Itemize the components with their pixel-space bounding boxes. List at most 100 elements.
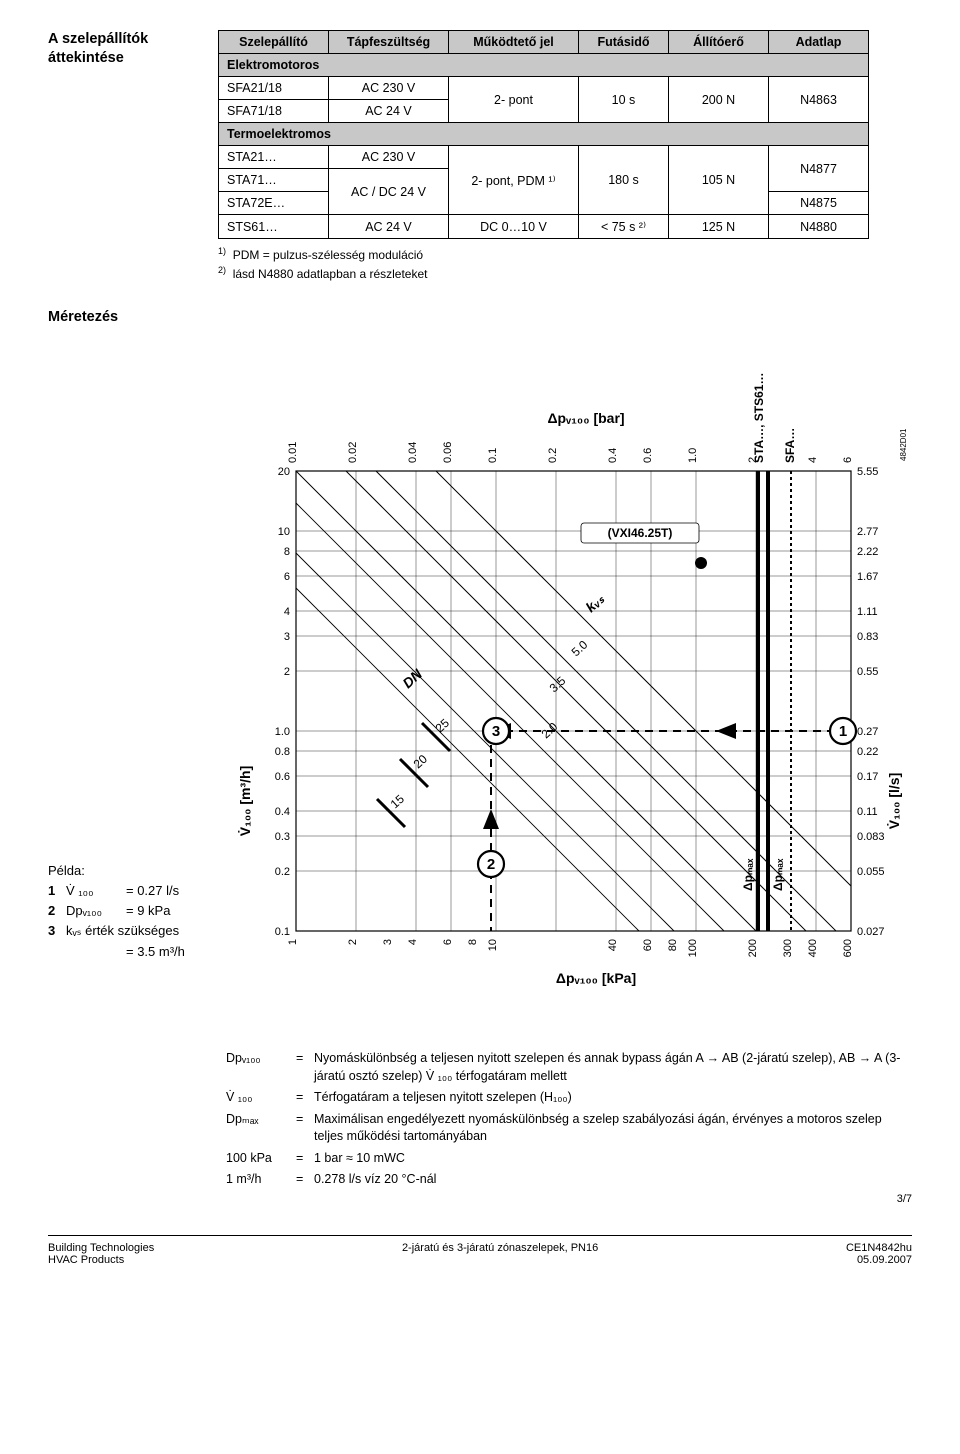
th-force: Állítóerő — [669, 31, 769, 54]
cell: STS61… — [219, 215, 329, 239]
svg-text:600: 600 — [842, 939, 854, 957]
actuator-table-wrap: Szelepállító Tápfeszültség Működtető jel… — [218, 30, 869, 283]
cell: N4877 — [769, 146, 869, 192]
svg-text:DN: DN — [399, 665, 425, 691]
svg-text:3: 3 — [284, 631, 290, 643]
svg-text:0.4: 0.4 — [607, 448, 619, 463]
cell: STA71… — [219, 169, 329, 192]
cell: AC 24 V — [329, 100, 449, 123]
svg-text:8: 8 — [467, 939, 479, 945]
footer-dept: HVAC Products — [48, 1254, 154, 1266]
cell: SFA71/18 — [219, 100, 329, 123]
cell: DC 0…10 V — [449, 215, 579, 239]
svg-text:Δpᵥ₁₀₀ [kPa]: Δpᵥ₁₀₀ [kPa] — [556, 970, 636, 986]
svg-text:3: 3 — [382, 939, 394, 945]
legend-key: V̇ ₁₀₀ — [226, 1089, 296, 1107]
svg-text:2: 2 — [347, 939, 359, 945]
cell: STA72E… — [219, 192, 329, 215]
svg-text:2: 2 — [284, 666, 290, 678]
svg-text:1.67: 1.67 — [857, 571, 878, 583]
svg-text:0.6: 0.6 — [275, 771, 290, 783]
svg-text:25: 25 — [433, 716, 453, 736]
svg-text:300: 300 — [782, 939, 794, 957]
cell: N4880 — [769, 215, 869, 239]
legend-val: 1 bar ≈ 10 mWC — [314, 1150, 912, 1168]
cell: N4863 — [769, 77, 869, 123]
cell: 180 s — [579, 146, 669, 215]
svg-text:0.3: 0.3 — [275, 831, 290, 843]
svg-text:6: 6 — [842, 457, 854, 463]
svg-text:0.8: 0.8 — [275, 746, 290, 758]
svg-text:4: 4 — [407, 939, 419, 945]
example-title: Példa: — [48, 861, 208, 881]
svg-text:3: 3 — [492, 723, 500, 740]
legend-val: 0.278 l/s víz 20 °C-nál — [314, 1171, 912, 1189]
sizing-heading: Méretezés — [48, 309, 912, 325]
footer-org: Building Technologies — [48, 1242, 154, 1254]
svg-text:0.04: 0.04 — [407, 442, 419, 463]
table-row: STA21… AC 230 V 2- pont, PDM ¹⁾ 180 s 10… — [219, 146, 869, 169]
cell: 2- pont, PDM ¹⁾ — [449, 146, 579, 215]
svg-text:0.055: 0.055 — [857, 866, 885, 878]
svg-text:2.77: 2.77 — [857, 526, 878, 538]
svg-text:2: 2 — [487, 856, 495, 873]
svg-text:1.11: 1.11 — [857, 606, 878, 618]
svg-text:10: 10 — [278, 526, 290, 538]
cell: AC 230 V — [329, 146, 449, 169]
actuator-table: Szelepállító Tápfeszültség Működtető jel… — [218, 30, 869, 239]
svg-text:V̇₁₀₀ [l/s]: V̇₁₀₀ [l/s] — [886, 773, 902, 830]
svg-text:SFA…: SFA… — [783, 428, 797, 463]
table-row: STS61… AC 24 V DC 0…10 V < 75 s ²⁾ 125 N… — [219, 215, 869, 239]
th-runtime: Futásidő — [579, 31, 669, 54]
section-thermo: Termoelektromos — [219, 123, 869, 146]
equals-sign: = — [296, 1150, 314, 1168]
footnote-sup: 2) — [218, 265, 226, 275]
svg-text:0.11: 0.11 — [857, 806, 878, 818]
svg-text:0.1: 0.1 — [487, 448, 499, 463]
legend-val: Térfogatáram a teljesen nyitott szelepen… — [314, 1089, 912, 1107]
example-var: Dpᵥ₁₀₀ — [66, 901, 126, 921]
svg-text:1: 1 — [839, 723, 847, 740]
legend: Dpᵥ₁₀₀ = Nyomáskülönbség a teljesen nyit… — [226, 1050, 912, 1189]
equals-sign: = — [296, 1111, 314, 1146]
svg-text:0.027: 0.027 — [857, 926, 885, 938]
svg-text:kᵥₛ: kᵥₛ — [582, 590, 607, 615]
svg-text:40: 40 — [607, 939, 619, 951]
footer-center: 2-járatú és 3-járatú zónaszelepek, PN16 — [402, 1242, 598, 1266]
svg-text:3.5: 3.5 — [547, 673, 569, 695]
svg-text:4: 4 — [807, 457, 819, 463]
svg-text:60: 60 — [642, 939, 654, 951]
cell: 2- pont — [449, 77, 579, 123]
footnote-text: lásd N4880 adatlapban a részleteket — [233, 267, 428, 281]
example-box: Példa: 1 V̇ ₁₀₀ = 0.27 l/s 2 Dpᵥ₁₀₀ = 9 … — [48, 861, 208, 962]
svg-text:20: 20 — [411, 752, 431, 772]
legend-key: 100 kPa — [226, 1150, 296, 1168]
footer-left: Building Technologies HVAC Products — [48, 1242, 154, 1266]
svg-text:0.01: 0.01 — [287, 442, 299, 463]
cell: 105 N — [669, 146, 769, 215]
table-row: SFA21/18 AC 230 V 2- pont 10 s 200 N N48… — [219, 77, 869, 100]
equals-sign: = — [296, 1089, 314, 1107]
footer-right: CE1N4842hu 05.09.2007 — [846, 1242, 912, 1266]
svg-text:200: 200 — [747, 939, 759, 957]
example-val: = 3.5 m³/h — [48, 942, 208, 962]
svg-text:1.0: 1.0 — [275, 726, 290, 738]
cell: AC / DC 24 V — [329, 169, 449, 215]
svg-text:0.06: 0.06 — [442, 442, 454, 463]
th-actuator: Szelepállító — [219, 31, 329, 54]
footer-date: 05.09.2007 — [846, 1254, 912, 1266]
svg-text:0.1: 0.1 — [275, 926, 290, 938]
table-section-row: Termoelektromos — [219, 123, 869, 146]
svg-text:0.83: 0.83 — [857, 631, 878, 643]
cell: SFA21/18 — [219, 77, 329, 100]
cell: AC 230 V — [329, 77, 449, 100]
svg-text:1: 1 — [287, 939, 299, 945]
svg-text:400: 400 — [807, 939, 819, 957]
legend-key: Dpₘₐₓ — [226, 1111, 296, 1146]
example-var: kᵥₛ érték szükséges — [66, 921, 179, 941]
cell: N4875 — [769, 192, 869, 215]
example-num: 3 — [48, 921, 66, 941]
overview-row: A szelepállítók áttekintése Szelepállító… — [48, 30, 912, 283]
table-footnotes: 1) PDM = pulzus-szélesség moduláció 2) l… — [218, 245, 869, 283]
footnote-text: PDM = pulzus-szélesség moduláció — [233, 248, 423, 262]
